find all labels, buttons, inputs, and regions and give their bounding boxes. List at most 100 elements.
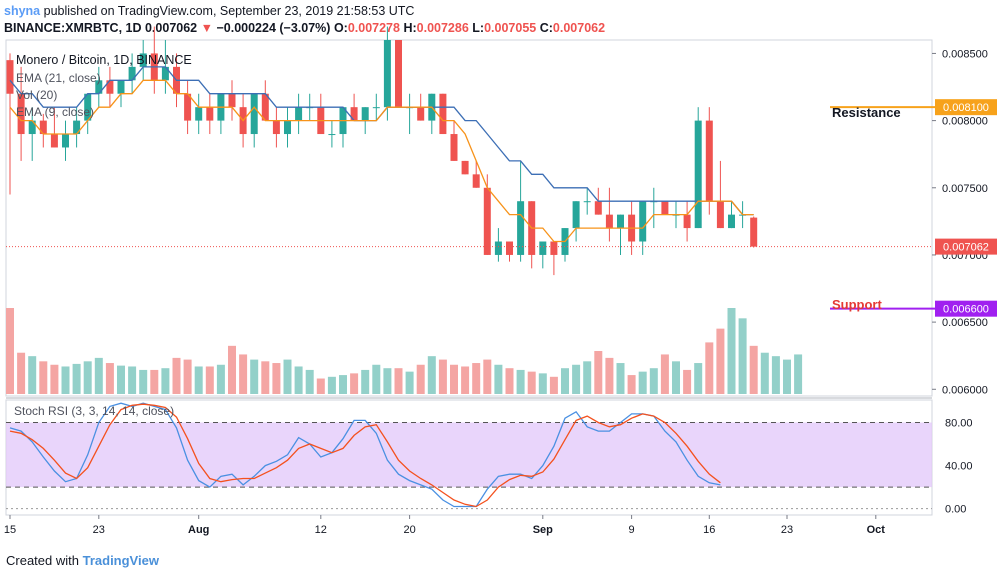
- candle-body: [128, 66, 136, 81]
- support-price-value: 0.006600: [943, 304, 989, 316]
- candle-body: [117, 80, 125, 94]
- volume-bar: [450, 364, 458, 394]
- candle-body: [605, 214, 613, 229]
- candle-body: [228, 93, 236, 108]
- candle-body: [450, 134, 458, 161]
- volume-bar: [783, 359, 791, 394]
- volume-bar: [461, 366, 470, 394]
- time-tick-label: 23: [781, 524, 793, 536]
- volume-bar: [239, 354, 248, 394]
- volume-bar: [527, 371, 536, 394]
- volume-bar: [172, 357, 181, 394]
- candle-body: [517, 201, 525, 255]
- candle-body: [95, 80, 103, 94]
- volume-bar: [572, 364, 581, 394]
- volume-bar: [549, 376, 558, 394]
- symbol-text: BINANCE:XMRBTC, 1D: [4, 21, 142, 35]
- rsi-tick-label: 80.00: [945, 418, 973, 430]
- candle-body: [494, 241, 502, 255]
- resistance-label: Resistance: [832, 105, 901, 120]
- volume-bar: [272, 363, 281, 394]
- volume-bar: [283, 359, 292, 394]
- candle-body: [639, 201, 647, 242]
- publish-text: published on TradingView.com, September …: [43, 4, 415, 18]
- price-tick-label: 0.006500: [942, 317, 988, 329]
- volume-bar: [161, 368, 170, 394]
- last-price-tag-value: 0.007062: [943, 242, 989, 254]
- candle-body: [372, 107, 380, 109]
- candle-body: [594, 201, 602, 215]
- time-tick-label: Oct: [867, 524, 886, 536]
- candle-body: [28, 120, 36, 135]
- time-axis: 15 23 Aug 12 20 Sep 9 16 23 Oct: [4, 515, 885, 536]
- candle-body: [195, 107, 203, 121]
- symbol-info: BINANCE:XMRBTC, 1D 0.007062 ▼ −0.000224 …: [4, 21, 605, 35]
- candle-body: [84, 93, 92, 121]
- legend-vol: Vol (20): [16, 88, 57, 102]
- volume-bar: [771, 356, 780, 394]
- open-label: O:: [333, 21, 348, 35]
- volume-bar: [150, 369, 159, 394]
- candle-body: [17, 93, 25, 135]
- close-label: C:: [539, 21, 553, 35]
- support-price-tag: [935, 300, 997, 317]
- resistance-price-value: 0.008100: [943, 102, 989, 114]
- volume-bar: [72, 363, 81, 394]
- rsi-tick-label: 0.00: [945, 504, 966, 516]
- footer: Created with TradingView: [6, 553, 159, 568]
- time-tick-label: 12: [315, 524, 327, 536]
- stoch-d-line: [9, 403, 721, 508]
- volume-bar: [105, 363, 114, 394]
- candle-body: [572, 201, 580, 229]
- volume-bar: [128, 366, 137, 394]
- candle-body: [395, 40, 402, 108]
- price-change: −0.000224 (−3.07%): [216, 21, 331, 35]
- volume-bar: [316, 378, 325, 394]
- candle-body: [683, 214, 691, 229]
- volume-bar: [350, 373, 359, 394]
- volume-bar: [516, 369, 525, 394]
- volume-bar: [327, 376, 336, 394]
- volume-bar: [405, 371, 414, 394]
- candle-body: [483, 187, 491, 255]
- price-tick-label: 0.008500: [942, 48, 988, 60]
- time-tick-label: 16: [703, 524, 715, 536]
- candle-body: [728, 214, 735, 229]
- volume-bar: [660, 354, 669, 394]
- candle-body: [50, 134, 58, 148]
- volume-bar: [216, 364, 225, 394]
- volume-bar: [760, 352, 769, 394]
- time-tick-label: 20: [403, 524, 415, 536]
- candle-body: [328, 134, 336, 136]
- candle-body: [617, 214, 624, 229]
- tradingview-logo[interactable]: TradingView: [82, 553, 159, 568]
- volume-bar: [627, 375, 636, 394]
- candle-body: [106, 80, 114, 94]
- candle-body: [583, 201, 591, 203]
- author-name[interactable]: shyna: [4, 4, 41, 18]
- stoch-k-line: [9, 402, 721, 508]
- volume-bar: [94, 357, 103, 394]
- low-label: L:: [472, 21, 485, 35]
- candle-body: [539, 241, 547, 255]
- volume-bar: [649, 368, 658, 394]
- price-axis: 0.0085000.0080000.0075000.0070000.006500…: [932, 48, 988, 396]
- volume-bar: [61, 366, 70, 394]
- time-tick-label: 23: [93, 524, 105, 536]
- candle-body: [6, 60, 14, 94]
- time-tick-label: Aug: [188, 524, 209, 536]
- candle-body: [184, 93, 192, 121]
- volume-bar: [117, 365, 125, 394]
- volume-bar: [17, 352, 26, 394]
- stoch-rsi-title: Stoch RSI (3, 3, 14, 14, close): [14, 404, 174, 418]
- candle-body: [472, 174, 480, 188]
- candle-body: [361, 107, 369, 121]
- candle-body: [439, 93, 447, 135]
- main-pane-frame: [5, 39, 933, 397]
- candle-body: [284, 120, 291, 135]
- volume-bar: [683, 369, 692, 394]
- rsi-tick-label: 40.00: [945, 461, 973, 473]
- volume-bar: [261, 361, 270, 394]
- volume-bar: [39, 361, 48, 394]
